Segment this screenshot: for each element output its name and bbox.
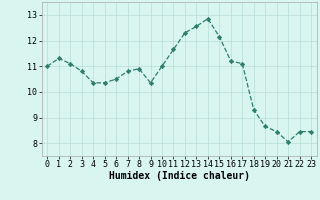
X-axis label: Humidex (Indice chaleur): Humidex (Indice chaleur)	[109, 171, 250, 181]
